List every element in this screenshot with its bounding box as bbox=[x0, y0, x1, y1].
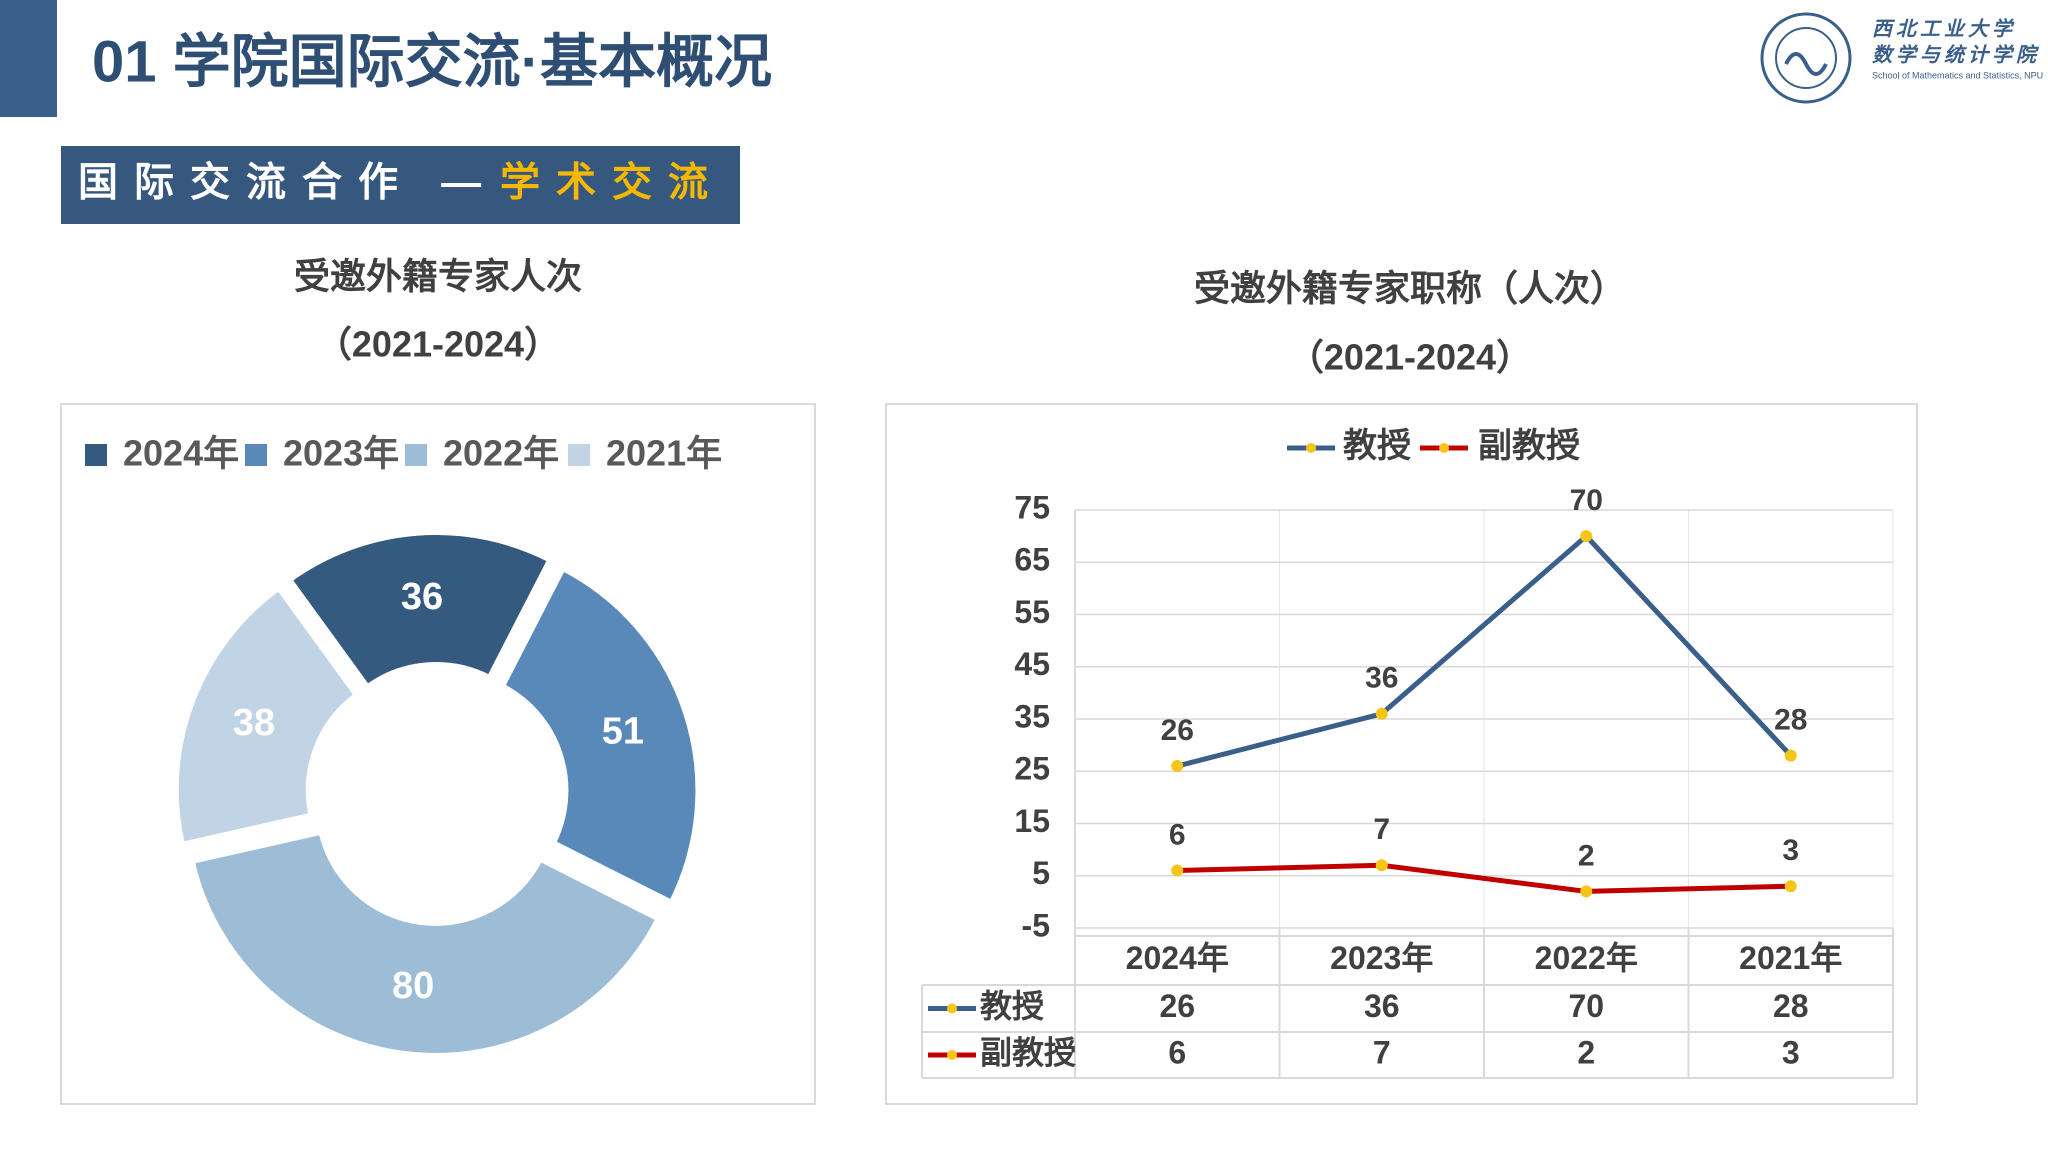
point-marker bbox=[1580, 530, 1593, 543]
x-tick-label: 2021年 bbox=[1739, 940, 1842, 976]
table-cell: 7 bbox=[1373, 1034, 1391, 1070]
legend-swatch bbox=[245, 444, 267, 466]
chart-subtitle: （2021-2024） bbox=[316, 324, 560, 365]
y-tick-label: 45 bbox=[1014, 646, 1050, 682]
donut-slice bbox=[188, 828, 663, 1059]
x-tick-label: 2024年 bbox=[1126, 940, 1229, 976]
point-marker bbox=[1580, 885, 1593, 898]
legend-label: 教授 bbox=[1343, 427, 1411, 465]
point-marker bbox=[1171, 864, 1184, 877]
logo-name: 西北工业大学 bbox=[1872, 17, 2016, 40]
x-tick-label: 2023年 bbox=[1330, 940, 1433, 976]
legend-label: 2024年 bbox=[123, 433, 239, 474]
table-cell: 70 bbox=[1568, 988, 1604, 1024]
logo-ring bbox=[1760, 12, 1852, 104]
data-label: 7 bbox=[1373, 813, 1390, 846]
data-label: 28 bbox=[1774, 703, 1807, 736]
table-cell: 28 bbox=[1773, 988, 1809, 1024]
logo: 西北工业大学 数学与统计学院 School of Mathematics and… bbox=[1760, 12, 2043, 104]
data-label: 36 bbox=[1365, 662, 1398, 695]
legend-marker bbox=[1306, 443, 1316, 453]
legend-label: 2022年 bbox=[443, 433, 559, 474]
data-label: 80 bbox=[392, 965, 434, 1007]
chart-title: 受邀外籍专家人次 bbox=[294, 256, 582, 297]
table-cell: 26 bbox=[1159, 988, 1195, 1024]
data-label: 2 bbox=[1578, 839, 1595, 872]
data-label: 36 bbox=[401, 576, 443, 618]
point-marker bbox=[1375, 859, 1388, 872]
table-cell: 6 bbox=[1168, 1034, 1186, 1070]
table-row-label: 教授 bbox=[980, 988, 1044, 1024]
table-key-marker bbox=[947, 1003, 957, 1014]
data-label: 3 bbox=[1782, 834, 1799, 867]
table-cell: 36 bbox=[1364, 988, 1400, 1024]
y-tick-label: 65 bbox=[1014, 542, 1050, 578]
donut-slice bbox=[284, 529, 555, 692]
data-label: 38 bbox=[233, 702, 275, 744]
legend-label: 2021年 bbox=[606, 433, 722, 474]
logo-ring bbox=[1775, 27, 1837, 89]
y-tick-label: 5 bbox=[1032, 855, 1050, 891]
logo-school: 数学与统计学院 bbox=[1872, 43, 2040, 66]
y-tick-label: 55 bbox=[1014, 594, 1050, 630]
data-label: 51 bbox=[602, 711, 644, 753]
banner bbox=[61, 146, 740, 224]
legend-marker bbox=[1439, 443, 1449, 453]
table-row-label: 副教授 bbox=[980, 1034, 1076, 1070]
legend-swatch bbox=[85, 444, 107, 466]
chart-frame bbox=[885, 403, 1918, 1105]
banner-highlight: 学术交流 bbox=[500, 161, 724, 205]
table-cell: 2 bbox=[1577, 1034, 1595, 1070]
data-label: 26 bbox=[1161, 714, 1194, 747]
legend-label: 2023年 bbox=[283, 433, 399, 474]
y-tick-label: -5 bbox=[1022, 907, 1050, 943]
data-label: 6 bbox=[1169, 818, 1186, 851]
chart-title: 受邀外籍专家职称（人次） bbox=[1194, 268, 1626, 309]
x-tick-label: 2022年 bbox=[1535, 940, 1638, 976]
donut-slice bbox=[172, 583, 362, 849]
legend-swatch bbox=[405, 444, 427, 466]
point-marker bbox=[1784, 880, 1797, 893]
chart-frame bbox=[60, 403, 816, 1105]
y-tick-label: 75 bbox=[1014, 489, 1050, 525]
y-tick-label: 25 bbox=[1014, 751, 1050, 787]
legend-label: 副教授 bbox=[1478, 427, 1580, 465]
y-tick-label: 35 bbox=[1014, 698, 1050, 734]
point-marker bbox=[1784, 749, 1797, 762]
table-cell: 3 bbox=[1782, 1034, 1800, 1070]
legend-swatch bbox=[568, 444, 590, 466]
donut-slice bbox=[497, 563, 702, 907]
y-tick-label: 15 bbox=[1014, 803, 1050, 839]
logo-english: School of Mathematics and Statistics, NP… bbox=[1872, 70, 2043, 80]
point-marker bbox=[1375, 707, 1388, 720]
data-label: 70 bbox=[1570, 484, 1603, 517]
logo-emblem bbox=[1784, 52, 1828, 76]
page-title: 01 学院国际交流·基本概况 bbox=[92, 29, 772, 94]
series-line bbox=[1177, 862, 1791, 894]
point-marker bbox=[1171, 760, 1184, 773]
table-key-marker bbox=[947, 1050, 957, 1060]
chart-subtitle: （2021-2024） bbox=[1288, 337, 1532, 378]
series-line bbox=[1176, 533, 1793, 769]
banner-text: 国际交流合作 — bbox=[78, 161, 497, 205]
header-bar bbox=[0, 0, 57, 117]
